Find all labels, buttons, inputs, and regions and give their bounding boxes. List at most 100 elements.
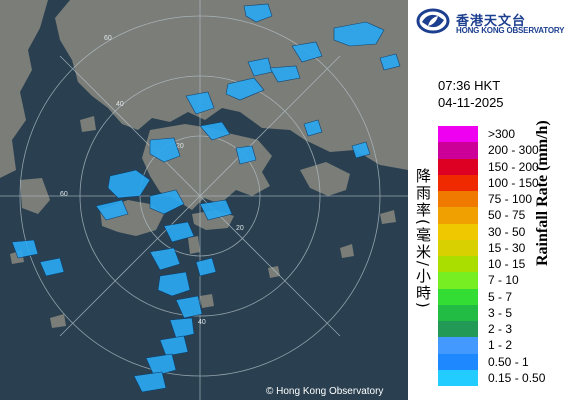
rain-echo	[269, 65, 301, 83]
brand-name-zh: 香港天文台	[456, 14, 527, 29]
legend-label: 100 - 150	[488, 175, 539, 190]
ring-label: 60	[60, 191, 68, 198]
rain-echo	[291, 41, 323, 63]
legend-label: >300	[488, 127, 516, 141]
legend-row: 150 - 200	[438, 158, 577, 175]
legend-swatch	[438, 191, 478, 208]
legend-swatch	[438, 239, 478, 256]
rain-echo	[379, 53, 401, 71]
legend-label: 200 - 300	[488, 143, 539, 158]
legend-swatch	[438, 353, 478, 370]
rain-echo	[185, 91, 215, 115]
legend-row: 30 - 50	[438, 223, 577, 240]
rain-echo	[149, 137, 181, 163]
west-coast-land	[0, 0, 48, 178]
legend-swatch	[438, 272, 478, 289]
legend-swatch	[438, 223, 478, 240]
legend-swatch	[438, 304, 478, 321]
island-7	[340, 244, 354, 258]
legend-row: 2 - 3	[438, 321, 577, 338]
ring-label: 40	[116, 101, 124, 108]
eastern-peninsula	[300, 162, 350, 196]
rain-echo	[243, 3, 273, 23]
legend-label: 0.50 - 1	[488, 354, 529, 369]
legend-row: 50 - 75	[438, 207, 577, 224]
island-4	[200, 294, 214, 308]
legend-label: 50 - 75	[488, 208, 526, 223]
legend-swatch	[438, 207, 478, 224]
rainfall-legend: >300 200 - 300 150 - 200 100 - 150 75 - 100 5…	[438, 126, 577, 386]
legend-label: 3 - 5	[488, 305, 513, 320]
copyright-text: © Hong Kong Observatory	[266, 386, 383, 397]
legend-swatch	[438, 321, 478, 338]
legend-row: 10 - 15	[438, 256, 577, 273]
legend-label: 150 - 200	[488, 159, 539, 174]
legend-label: 1 - 2	[488, 338, 513, 353]
rain-echo	[107, 169, 151, 199]
legend-row: 1 - 2	[438, 337, 577, 354]
legend-row: >300	[438, 126, 577, 143]
rain-echo	[133, 371, 167, 393]
rain-echo	[145, 353, 177, 377]
legend-row: 0.15 - 0.50	[438, 369, 577, 386]
radar-map[interactable]: 60 60 40 40 20 20 20	[0, 0, 408, 400]
ring-label: 20	[176, 143, 184, 150]
rain-echo	[149, 247, 181, 271]
legend-label: 75 - 100	[488, 192, 533, 206]
legend-swatch	[438, 174, 478, 191]
rain-echo	[11, 239, 39, 259]
rain-echo	[95, 199, 129, 221]
legend-label: 7 - 10	[488, 273, 519, 288]
rain-echo	[235, 145, 257, 165]
island-1	[50, 314, 66, 328]
legend-swatch	[438, 256, 478, 273]
legend-swatch	[438, 158, 478, 175]
ring-label: 40	[198, 319, 206, 326]
hko-logo[interactable]: 香港天文台 HONG KONG OBSERVATORY	[412, 4, 572, 38]
observation-time: 07:36 HKT	[438, 78, 501, 93]
legend-row: 5 - 7	[438, 288, 577, 305]
island-3	[80, 116, 96, 132]
ring-label: 20	[236, 225, 244, 232]
legend-label: 15 - 30	[488, 240, 526, 255]
radar-map-canvas: 60 60 40 40 20 20 20	[0, 0, 408, 400]
legend-swatch	[438, 288, 478, 305]
rain-echo	[175, 295, 203, 319]
legend-swatch	[438, 369, 478, 386]
legend-label: 0.15 - 0.50	[488, 370, 546, 385]
legend-label: 2 - 3	[488, 322, 513, 336]
island-6	[380, 210, 396, 224]
island-5	[268, 266, 280, 278]
rain-echo	[303, 119, 323, 137]
rain-echo	[199, 121, 231, 141]
lamma-island	[188, 236, 200, 254]
legend-row: 100 - 150	[438, 174, 577, 191]
legend-title-zh: 降雨率(毫米/小時)	[414, 168, 432, 310]
range-spoke-sw	[59, 55, 341, 337]
legend-label: 5 - 7	[488, 289, 513, 304]
rain-echo	[163, 221, 195, 243]
legend-row: 15 - 30	[438, 239, 577, 256]
legend-row: 0.50 - 1	[438, 353, 577, 370]
rain-echo	[39, 257, 65, 277]
observation-date: 04-11-2025	[438, 95, 504, 110]
range-rings	[0, 0, 408, 400]
info-panel: 香港天文台 HONG KONG OBSERVATORY 07:36 HKT 04…	[408, 0, 577, 400]
hko-swirl-logo-icon	[416, 8, 450, 34]
rain-echo	[225, 77, 265, 101]
rain-echo	[333, 21, 385, 47]
brand-name-en: HONG KONG OBSERVATORY	[456, 26, 565, 35]
legend-swatch	[438, 337, 478, 354]
legend-swatch	[438, 142, 478, 159]
legend-label: 10 - 15	[488, 257, 526, 271]
rain-echo	[199, 199, 233, 221]
legend-swatch	[438, 126, 478, 143]
rain-echo	[195, 257, 217, 277]
legend-row: 75 - 100	[438, 191, 577, 208]
rain-echo	[351, 141, 371, 159]
ring-label: 60	[104, 35, 112, 42]
rain-echo	[157, 271, 191, 297]
rain-echo	[149, 189, 185, 215]
legend-row: 7 - 10	[438, 272, 577, 289]
rain-echoes	[11, 3, 401, 393]
